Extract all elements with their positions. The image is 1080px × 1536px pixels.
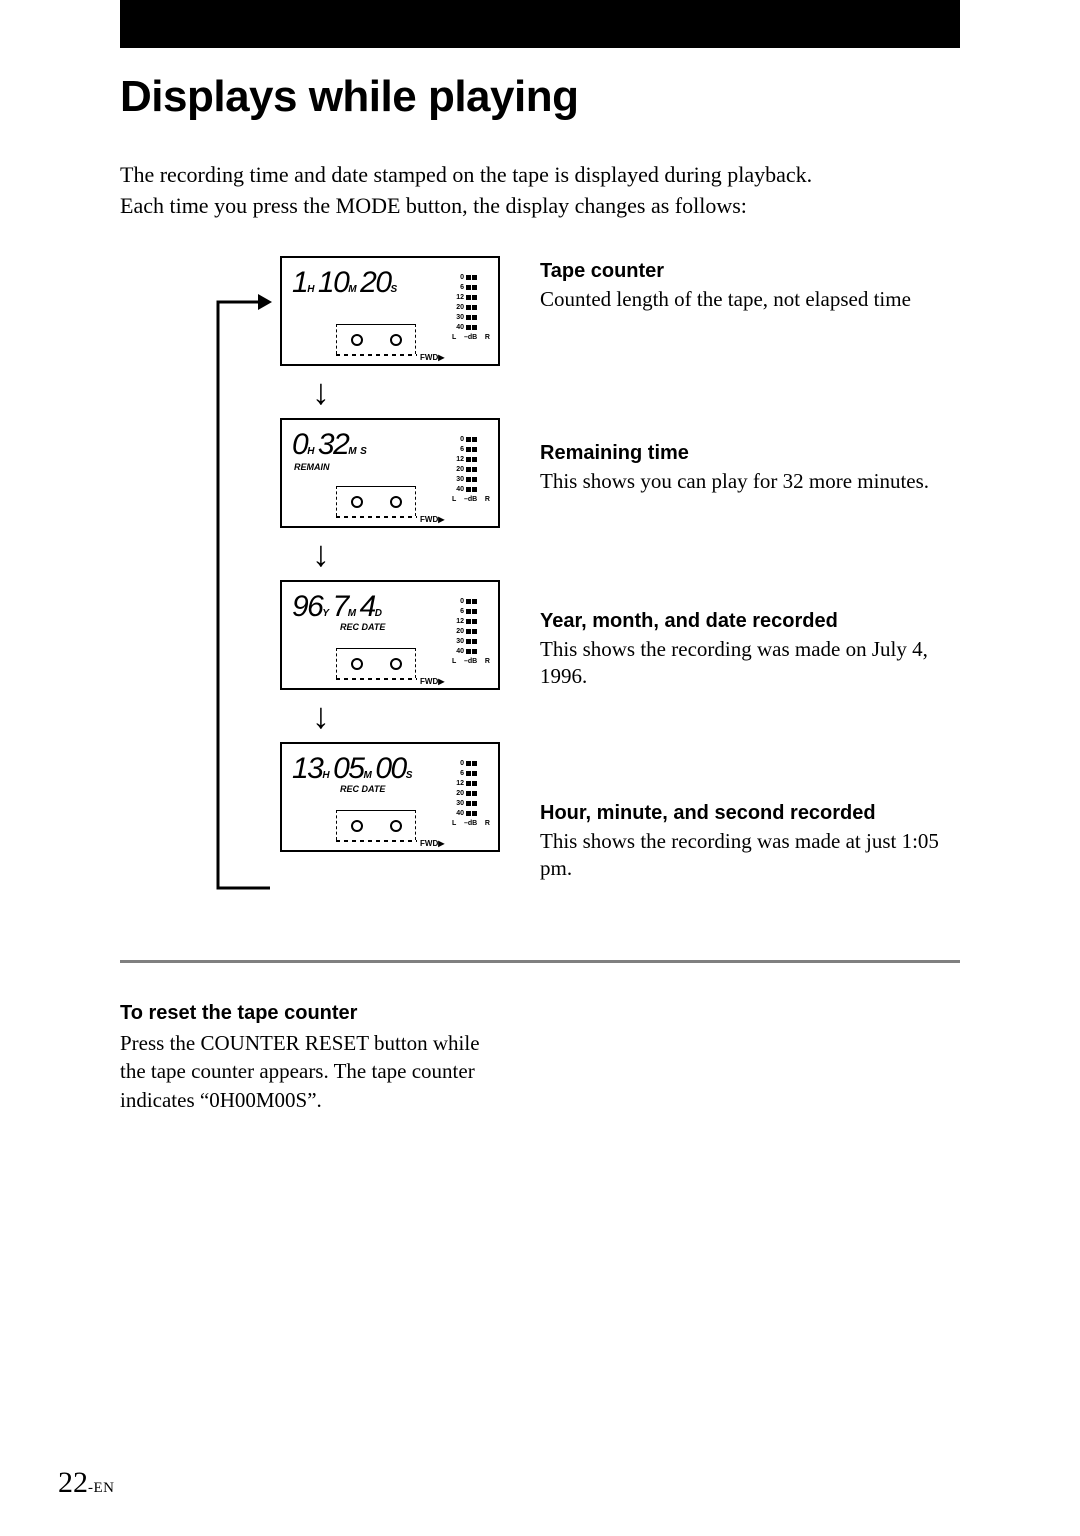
header-black-bar — [120, 0, 960, 48]
level-meter: 0612203040L–dBR — [452, 272, 490, 356]
segment-value: 20 — [360, 266, 390, 300]
segment-value: 00 — [375, 752, 405, 786]
segment-value: 10 — [318, 266, 348, 300]
segment-unit: H — [307, 284, 313, 295]
cassette-reels-icon — [336, 324, 416, 354]
segment-unit: S — [406, 770, 411, 781]
segment-unit: M — [348, 284, 355, 295]
lcd-display-3: 13H 05M 00S REC DATE FWD▶ 0612203040L–dBR — [280, 742, 500, 852]
lcd-sublabel: REMAIN — [294, 462, 330, 472]
segment-value: 0 — [292, 428, 307, 462]
description-heading: Remaining time — [540, 440, 940, 466]
segment-value: 7 — [333, 590, 348, 624]
page-number-value: 22 — [58, 1466, 88, 1499]
level-meter: 0612203040L–dBR — [452, 758, 490, 842]
segment-value: 13 — [292, 752, 322, 786]
page-number: 22-EN — [58, 1466, 115, 1500]
segment-unit: S — [360, 446, 365, 457]
segment-unit: M — [348, 608, 355, 619]
display-description-1: Remaining timeThis shows you can play fo… — [540, 440, 940, 495]
segment-unit: H — [307, 446, 313, 457]
page-number-suffix: -EN — [88, 1480, 115, 1496]
segment-unit: Y — [322, 608, 327, 619]
cassette-reels-icon — [336, 648, 416, 678]
fwd-indicator: FWD▶ — [420, 677, 444, 686]
down-arrow-icon: ↓ — [280, 528, 500, 580]
lcd-sublabel: REC DATE — [340, 784, 385, 794]
level-meter: 0612203040L–dBR — [452, 434, 490, 518]
cassette-reels-icon — [336, 486, 416, 516]
fwd-indicator: FWD▶ — [420, 839, 444, 848]
display-description-3: Hour, minute, and second recordedThis sh… — [540, 800, 940, 883]
segment-value: 32 — [318, 428, 348, 462]
description-body: This shows you can play for 32 more minu… — [540, 468, 940, 495]
intro-paragraph: The recording time and date stamped on t… — [120, 160, 840, 222]
reset-body: Press the COUNTER RESET button while the… — [120, 1029, 500, 1114]
lcd-display-0: 1H 10M 20S FWD▶ 0612203040L–dBR — [280, 256, 500, 366]
level-meter: 0612203040L–dBR — [452, 596, 490, 680]
segment-unit: H — [322, 770, 328, 781]
segment-value: 1 — [292, 266, 307, 300]
display-flow-column: 1H10M20SFWD▶0612203040L–dBR↓0H32MSREMAIN… — [280, 256, 500, 852]
display-description-0: Tape counterCounted length of the tape, … — [540, 258, 940, 313]
down-arrow-icon: ↓ — [280, 690, 500, 742]
description-heading: Hour, minute, and second recorded — [540, 800, 940, 826]
segment-unit: S — [391, 284, 396, 295]
description-body: This shows the recording was made on Jul… — [540, 636, 940, 691]
cassette-reels-icon — [336, 810, 416, 840]
segment-value: 96 — [292, 590, 322, 624]
lcd-display-1: 0H 32MS REMAIN FWD▶ 0612203040L–dBR — [280, 418, 500, 528]
reset-counter-block: To reset the tape counter Press the COUN… — [120, 1000, 500, 1114]
description-heading: Year, month, and date recorded — [540, 608, 940, 634]
cycle-arrow — [210, 290, 280, 900]
description-body: Counted length of the tape, not elapsed … — [540, 286, 940, 313]
segment-unit: M — [363, 770, 370, 781]
segment-value: 05 — [333, 752, 363, 786]
lcd-display-2: 96Y7M4DREC DATEFWD▶0612203040L–dBR — [280, 580, 500, 690]
description-body: This shows the recording was made at jus… — [540, 828, 940, 883]
page-title: Displays while playing — [120, 72, 578, 122]
section-divider — [120, 960, 960, 963]
reset-heading: To reset the tape counter — [120, 1000, 500, 1027]
lcd-readout: 96Y7M4D — [292, 590, 385, 624]
description-heading: Tape counter — [540, 258, 940, 284]
lcd-readout: 13H 05M 00S — [292, 752, 415, 786]
lcd-sublabel: REC DATE — [340, 622, 385, 632]
lcd-readout: 1H 10M 20S — [292, 266, 400, 300]
segment-value: 4 — [360, 590, 375, 624]
down-arrow-icon: ↓ — [280, 366, 500, 418]
fwd-indicator: FWD▶ — [420, 353, 444, 362]
fwd-indicator: FWD▶ — [420, 515, 444, 524]
segment-unit: M — [348, 446, 355, 457]
lcd-readout: 0H 32MS — [292, 428, 369, 462]
display-description-2: Year, month, and date recordedThis shows… — [540, 608, 940, 691]
segment-unit: D — [375, 608, 381, 619]
